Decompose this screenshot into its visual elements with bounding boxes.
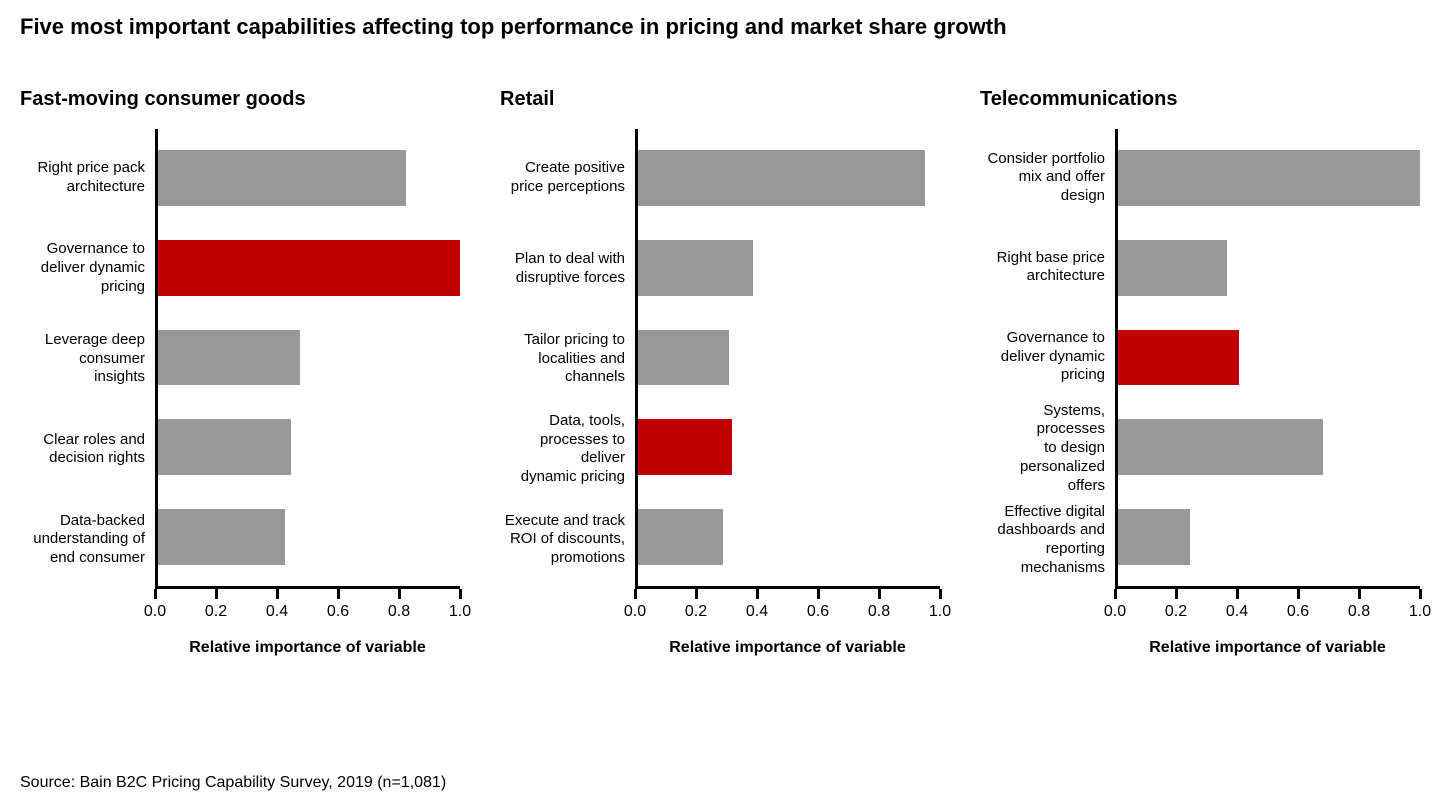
bars-container [638, 129, 940, 586]
bar-label: Plan to deal with disruptive forces [500, 223, 635, 313]
bar-label: Right price pack architecture [20, 133, 155, 223]
bar-row [1118, 133, 1420, 223]
bar [1118, 150, 1420, 206]
x-tick-label: 1.0 [1409, 603, 1431, 621]
x-tick-label: 0.4 [746, 603, 768, 621]
x-tick-label: 1.0 [929, 603, 951, 621]
x-tick-label: 0.8 [1348, 603, 1370, 621]
bars-container [158, 129, 460, 586]
x-tick-label: 0.8 [868, 603, 890, 621]
bar-label: Create positive price perceptions [500, 133, 635, 223]
bar-label: Systems, processes to design personalize… [980, 402, 1115, 496]
bar-row [158, 313, 460, 403]
bar-label: Consider portfolio mix and offer design [980, 133, 1115, 223]
x-tick-label: 0.8 [388, 603, 410, 621]
x-tick-label: 0.4 [266, 603, 288, 621]
bar [638, 240, 753, 296]
bar [1118, 240, 1227, 296]
x-tick-label: 0.2 [1165, 603, 1187, 621]
bar-label: Leverage deep consumer insights [20, 314, 155, 404]
bar [638, 509, 723, 565]
panels-container: Fast-moving consumer goods Right price pa… [20, 88, 1420, 657]
x-tick-label: 0.6 [807, 603, 829, 621]
bar-row [638, 402, 940, 492]
x-tick-label: 0.6 [1287, 603, 1309, 621]
bar [158, 509, 285, 565]
x-tick-label: 0.0 [1104, 603, 1126, 621]
bar-row [1118, 223, 1420, 313]
bar-row [158, 492, 460, 582]
page-title: Five most important capabilities affecti… [20, 14, 1420, 40]
bar-label: Clear roles and decision rights [20, 404, 155, 494]
bar-row [1118, 402, 1420, 492]
bar-label: Tailor pricing to localities and channel… [500, 314, 635, 404]
bar [158, 150, 406, 206]
bar-label: Governance to deliver dynamic pricing [980, 312, 1115, 402]
x-tick-label: 0.4 [1226, 603, 1248, 621]
panel: Fast-moving consumer goods Right price pa… [20, 88, 460, 657]
bar [1118, 330, 1239, 386]
bar [1118, 509, 1190, 565]
bar-row [1118, 313, 1420, 403]
bar-row [158, 223, 460, 313]
bar [158, 330, 300, 386]
bar-row [158, 402, 460, 492]
bar-row [638, 313, 940, 403]
bar-row [1118, 492, 1420, 582]
x-tick-label: 0.2 [205, 603, 227, 621]
x-axis-label: Relative importance of variable [20, 639, 460, 657]
bar [158, 419, 291, 475]
bar-label: Governance to deliver dynamic pricing [20, 223, 155, 313]
x-tick-label: 0.6 [327, 603, 349, 621]
panel: Retail Create positive price perceptionsP… [500, 88, 940, 657]
panel: Telecommunications Consider portfolio mix… [980, 88, 1420, 657]
x-tick-label: 0.0 [624, 603, 646, 621]
chart: Right price pack architectureGovernance … [20, 129, 460, 589]
y-labels: Consider portfolio mix and offer designR… [980, 129, 1115, 589]
source-note: Source: Bain B2C Pricing Capability Surv… [20, 774, 446, 792]
bar [638, 150, 925, 206]
panel-title: Telecommunications [980, 88, 1420, 111]
chart: Create positive price perceptionsPlan to… [500, 129, 940, 589]
panel-title: Retail [500, 88, 940, 111]
x-tick-label: 0.0 [144, 603, 166, 621]
y-labels: Right price pack architectureGovernance … [20, 129, 155, 589]
bar [1118, 419, 1323, 475]
y-labels: Create positive price perceptionsPlan to… [500, 129, 635, 589]
x-axis-label: Relative importance of variable [500, 639, 940, 657]
bar [638, 419, 732, 475]
plot-area: 0.00.20.40.60.81.0 [155, 129, 460, 589]
bar-row [638, 223, 940, 313]
bar-label: Effective digital dashboards and reporti… [980, 495, 1115, 585]
bar-label: Execute and track ROI of discounts, prom… [500, 495, 635, 585]
panel-title: Fast-moving consumer goods [20, 88, 460, 111]
bar-row [638, 133, 940, 223]
x-axis-label: Relative importance of variable [980, 639, 1420, 657]
bar [158, 240, 460, 296]
bar-label: Right base price architecture [980, 223, 1115, 313]
chart: Consider portfolio mix and offer designR… [980, 129, 1420, 589]
plot-area: 0.00.20.40.60.81.0 [1115, 129, 1420, 589]
bar-label: Data-backed understanding of end consume… [20, 495, 155, 585]
bar-row [158, 133, 460, 223]
bar-label: Data, tools, processes to deliver dynami… [500, 404, 635, 494]
bar-row [638, 492, 940, 582]
bar [638, 330, 729, 386]
bars-container [1118, 129, 1420, 586]
plot-area: 0.00.20.40.60.81.0 [635, 129, 940, 589]
x-tick-label: 0.2 [685, 603, 707, 621]
x-tick-label: 1.0 [449, 603, 471, 621]
